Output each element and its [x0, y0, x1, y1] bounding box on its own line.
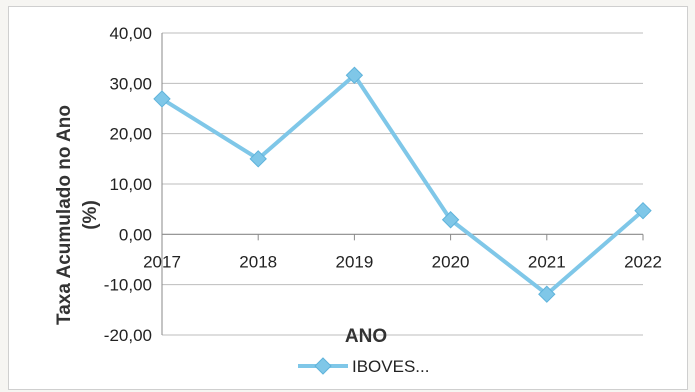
y-tick-label: 0,00	[119, 225, 152, 244]
data-point-marker	[153, 90, 171, 108]
y-axis-title-line-2: (%)	[80, 200, 101, 230]
x-axis	[161, 233, 644, 241]
x-tick-label: 2017	[143, 252, 181, 271]
y-tick-label: 10,00	[109, 175, 152, 194]
series-group	[153, 66, 652, 303]
y-tick-label: -10,00	[104, 276, 152, 295]
y-axis-title-line-1: Taxa Acumulado no Ano	[54, 105, 75, 325]
x-axis-title: ANO	[345, 326, 387, 347]
y-tick-label: 30,00	[109, 74, 152, 93]
y-tick-label: 40,00	[109, 24, 152, 43]
gridlines	[161, 32, 643, 336]
legend-swatch-marker	[314, 357, 332, 375]
data-point-marker	[538, 285, 556, 303]
x-tick-label: 2018	[239, 252, 277, 271]
legend: IBOVES...	[298, 357, 429, 376]
y-axis-tick-labels: -20,00 -10,00 0,00 10,00 20,00 30,00 40,00	[104, 24, 152, 345]
data-point-marker	[634, 201, 652, 220]
legend-entry-label: IBOVES...	[352, 357, 429, 376]
chart-frame	[8, 6, 688, 390]
x-tick-label: 2021	[528, 252, 566, 271]
y-tick-label: -20,00	[104, 326, 152, 345]
x-axis-tick-labels: 2017 2018 2019 2020 2021 2022	[143, 252, 662, 271]
data-point-marker	[249, 150, 267, 168]
data-point-marker	[441, 211, 460, 229]
x-tick-label: 2022	[624, 252, 662, 271]
series-line	[160, 73, 645, 297]
x-tick-label: 2019	[335, 252, 373, 271]
data-point-marker	[345, 66, 364, 84]
y-tick-label: 20,00	[109, 125, 152, 144]
x-tick-label: 2020	[432, 252, 470, 271]
